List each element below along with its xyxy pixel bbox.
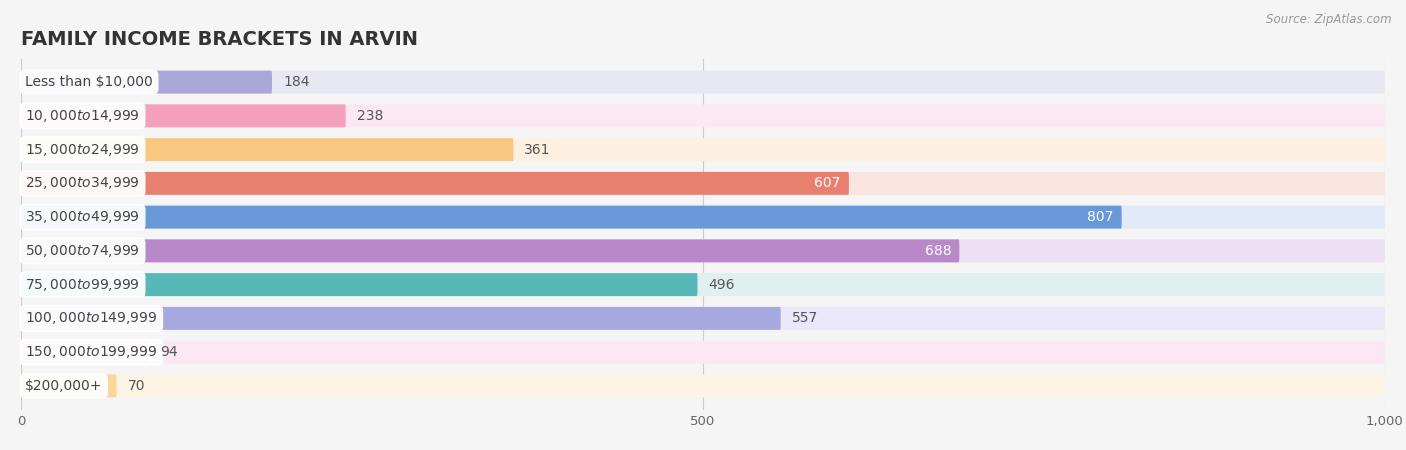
Text: $75,000 to $99,999: $75,000 to $99,999 (25, 277, 141, 292)
FancyBboxPatch shape (21, 104, 1385, 127)
Text: $25,000 to $34,999: $25,000 to $34,999 (25, 176, 141, 191)
FancyBboxPatch shape (21, 206, 1385, 229)
Text: $35,000 to $49,999: $35,000 to $49,999 (25, 209, 141, 225)
FancyBboxPatch shape (21, 71, 271, 94)
FancyBboxPatch shape (21, 138, 1385, 161)
Text: 557: 557 (792, 311, 818, 325)
Text: 94: 94 (160, 345, 177, 359)
FancyBboxPatch shape (21, 172, 1385, 195)
Text: 361: 361 (524, 143, 551, 157)
Text: 496: 496 (709, 278, 735, 292)
Text: $100,000 to $149,999: $100,000 to $149,999 (25, 310, 157, 326)
FancyBboxPatch shape (21, 138, 513, 161)
FancyBboxPatch shape (21, 71, 1385, 94)
Text: 70: 70 (128, 379, 145, 393)
FancyBboxPatch shape (21, 374, 1385, 397)
FancyBboxPatch shape (21, 172, 849, 195)
Text: FAMILY INCOME BRACKETS IN ARVIN: FAMILY INCOME BRACKETS IN ARVIN (21, 30, 418, 49)
Text: $10,000 to $14,999: $10,000 to $14,999 (25, 108, 141, 124)
FancyBboxPatch shape (21, 239, 1385, 262)
FancyBboxPatch shape (21, 374, 117, 397)
Text: 184: 184 (283, 75, 309, 89)
Text: Less than $10,000: Less than $10,000 (25, 75, 153, 89)
Text: $15,000 to $24,999: $15,000 to $24,999 (25, 142, 141, 158)
FancyBboxPatch shape (21, 104, 346, 127)
FancyBboxPatch shape (21, 273, 697, 296)
Text: 238: 238 (357, 109, 382, 123)
FancyBboxPatch shape (21, 239, 959, 262)
FancyBboxPatch shape (21, 341, 149, 364)
FancyBboxPatch shape (21, 206, 1122, 229)
Text: 807: 807 (1087, 210, 1114, 224)
Text: 688: 688 (925, 244, 952, 258)
FancyBboxPatch shape (21, 307, 780, 330)
FancyBboxPatch shape (21, 307, 1385, 330)
Text: $200,000+: $200,000+ (25, 379, 103, 393)
FancyBboxPatch shape (21, 273, 1385, 296)
Text: $150,000 to $199,999: $150,000 to $199,999 (25, 344, 157, 360)
FancyBboxPatch shape (21, 341, 1385, 364)
Text: $50,000 to $74,999: $50,000 to $74,999 (25, 243, 141, 259)
Text: Source: ZipAtlas.com: Source: ZipAtlas.com (1267, 14, 1392, 27)
Text: 607: 607 (814, 176, 841, 190)
